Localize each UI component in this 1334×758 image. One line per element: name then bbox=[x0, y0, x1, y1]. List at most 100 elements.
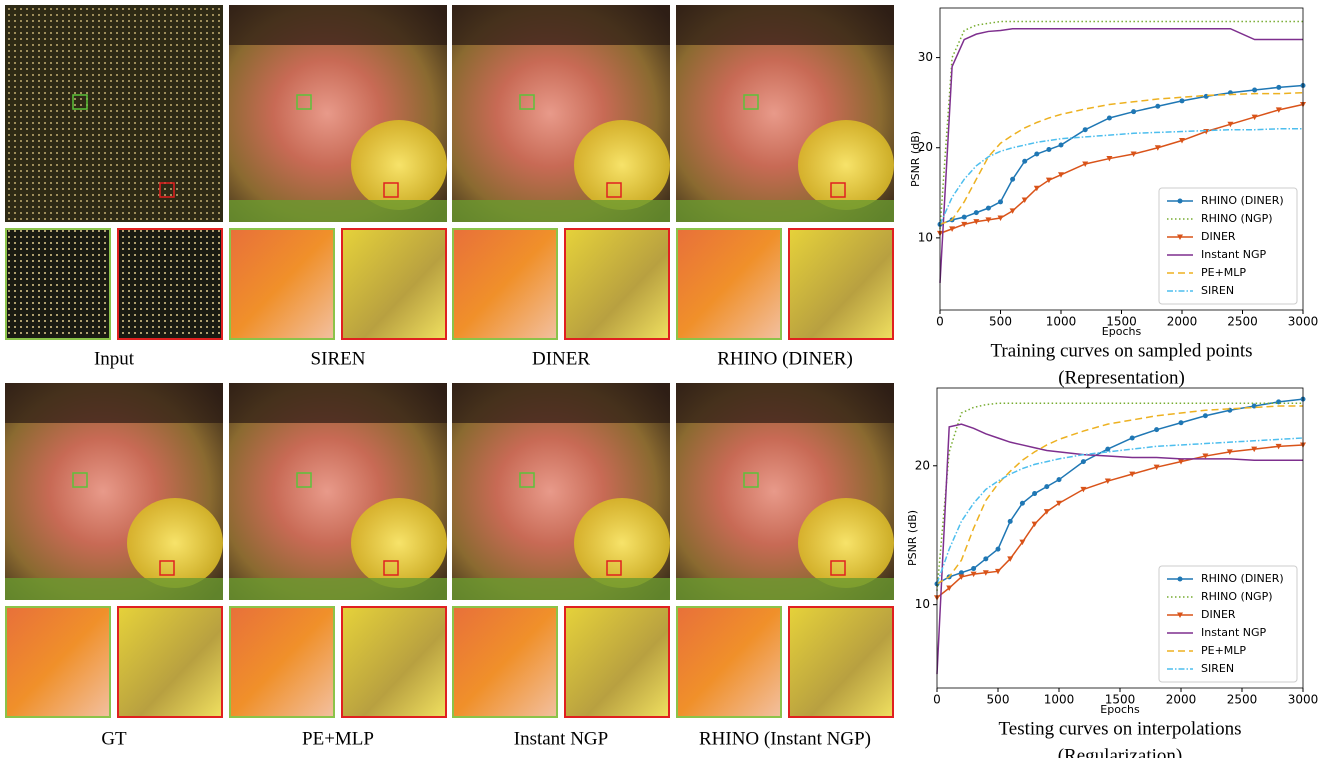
x-tick-label: 1000 bbox=[1044, 693, 1075, 707]
marker bbox=[1107, 115, 1112, 120]
marker bbox=[1276, 85, 1281, 90]
legend-label: RHINO (NGP) bbox=[1201, 212, 1273, 225]
zoom-crop bbox=[118, 229, 222, 339]
legend: RHINO (DINER) RHINO (NGP) DINER Instant NGP… bbox=[1159, 188, 1297, 304]
x-tick-label: 2000 bbox=[1167, 315, 1198, 329]
legend-label: SIREN bbox=[1201, 662, 1234, 675]
photo-flower bbox=[351, 120, 447, 210]
x-tick-label: 500 bbox=[987, 693, 1010, 707]
x-tick-label: 2000 bbox=[1166, 693, 1197, 707]
image-panel: DINER bbox=[452, 5, 670, 369]
chart-title: Training curves on sampled points bbox=[990, 340, 1252, 361]
image-panel: Instant NGP bbox=[452, 383, 670, 749]
marker bbox=[1059, 143, 1064, 148]
figure: Input SIREN DINER RHINO (DINER) GT PE+MLP Inst… bbox=[0, 0, 1334, 758]
marker bbox=[1154, 427, 1159, 432]
y-tick-label: 20 bbox=[915, 458, 930, 472]
photo-greens bbox=[5, 578, 223, 600]
charts: 102030050010001500200025003000EpochsPSNR… bbox=[906, 8, 1318, 758]
x-tick-label: 0 bbox=[936, 315, 944, 329]
zoom-crop bbox=[677, 229, 781, 339]
marker bbox=[1204, 94, 1209, 99]
image-panel: RHINO (DINER) bbox=[676, 5, 894, 369]
marker bbox=[1032, 491, 1037, 496]
x-tick-label: 3000 bbox=[1288, 693, 1319, 707]
photo-greens bbox=[229, 578, 447, 600]
zoom-crop bbox=[118, 607, 222, 717]
legend-label: RHINO (NGP) bbox=[1201, 590, 1273, 603]
zoom-crop bbox=[230, 229, 334, 339]
legend-label: Instant NGP bbox=[1201, 626, 1267, 639]
zoom-crop bbox=[6, 607, 110, 717]
marker bbox=[1252, 88, 1257, 93]
photo-greens bbox=[452, 200, 670, 222]
zoom-crop bbox=[677, 607, 781, 717]
zoom-crop bbox=[342, 607, 446, 717]
marker bbox=[1105, 447, 1110, 452]
image-panels: Input SIREN DINER RHINO (DINER) GT PE+MLP Inst… bbox=[5, 5, 894, 749]
photo-dark-top bbox=[229, 383, 447, 423]
photo-flower bbox=[574, 498, 670, 588]
zoom-crop bbox=[230, 607, 334, 717]
marker bbox=[1034, 152, 1039, 157]
chart-title: Testing curves on interpolations bbox=[999, 718, 1242, 739]
marker bbox=[1010, 177, 1015, 182]
x-tick-label: 0 bbox=[933, 693, 941, 707]
panel-caption: RHINO (Instant NGP) bbox=[699, 728, 871, 749]
photo-dark-top bbox=[676, 383, 894, 423]
legend-label: Instant NGP bbox=[1201, 248, 1267, 261]
panel-caption: PE+MLP bbox=[302, 728, 374, 749]
marker bbox=[1203, 413, 1208, 418]
x-axis-label: Epochs bbox=[1102, 325, 1142, 338]
x-tick-label: 500 bbox=[989, 315, 1012, 329]
legend-label: RHINO (DINER) bbox=[1201, 572, 1284, 585]
y-tick-label: 10 bbox=[918, 230, 933, 244]
series-line bbox=[937, 403, 1303, 591]
image-panel: SIREN bbox=[229, 5, 447, 369]
marker bbox=[986, 206, 991, 211]
zoom-crop bbox=[342, 229, 446, 339]
x-tick-label: 2500 bbox=[1227, 315, 1258, 329]
marker bbox=[1020, 501, 1025, 506]
image-panel: GT bbox=[5, 383, 223, 749]
panel-caption: DINER bbox=[532, 348, 590, 369]
y-axis-label: PSNR (dB) bbox=[906, 510, 919, 566]
panel-caption: GT bbox=[101, 728, 127, 749]
marker bbox=[1180, 98, 1185, 103]
marker bbox=[983, 556, 988, 561]
image-panel: RHINO (Instant NGP) bbox=[676, 383, 894, 749]
photo-flower bbox=[127, 498, 223, 588]
y-axis-label: PSNR (dB) bbox=[909, 131, 922, 187]
image-panel: Input bbox=[5, 5, 223, 369]
zoom-crop bbox=[565, 607, 669, 717]
legend-label: RHINO (DINER) bbox=[1201, 194, 1284, 207]
marker bbox=[1044, 484, 1049, 489]
photo-flower bbox=[574, 120, 670, 210]
panel-caption: Input bbox=[94, 348, 135, 369]
legend: RHINO (DINER) RHINO (NGP) DINER Instant NGP… bbox=[1159, 566, 1297, 682]
marker bbox=[974, 210, 979, 215]
photo-flower bbox=[351, 498, 447, 588]
zoom-crop bbox=[789, 607, 893, 717]
marker bbox=[1008, 519, 1013, 524]
legend-label: DINER bbox=[1201, 230, 1236, 243]
photo-flower bbox=[798, 120, 894, 210]
marker bbox=[1010, 208, 1016, 214]
marker bbox=[1080, 487, 1086, 493]
legend-label: SIREN bbox=[1201, 284, 1234, 297]
marker bbox=[971, 566, 976, 571]
marker bbox=[1057, 477, 1062, 482]
marker bbox=[1179, 420, 1184, 425]
photo-greens bbox=[452, 578, 670, 600]
photo-dark-top bbox=[452, 5, 670, 45]
x-tick-label: 1000 bbox=[1046, 315, 1077, 329]
chart-subtitle: (Representation) bbox=[1058, 367, 1185, 388]
legend-label: PE+MLP bbox=[1201, 644, 1246, 657]
chart-subtitle: (Regularization) bbox=[1058, 745, 1183, 758]
photo-dark-top bbox=[452, 383, 670, 423]
zoom-crop bbox=[789, 229, 893, 339]
photo-flower bbox=[798, 498, 894, 588]
legend-label: DINER bbox=[1201, 608, 1236, 621]
photo-tint bbox=[5, 5, 223, 222]
